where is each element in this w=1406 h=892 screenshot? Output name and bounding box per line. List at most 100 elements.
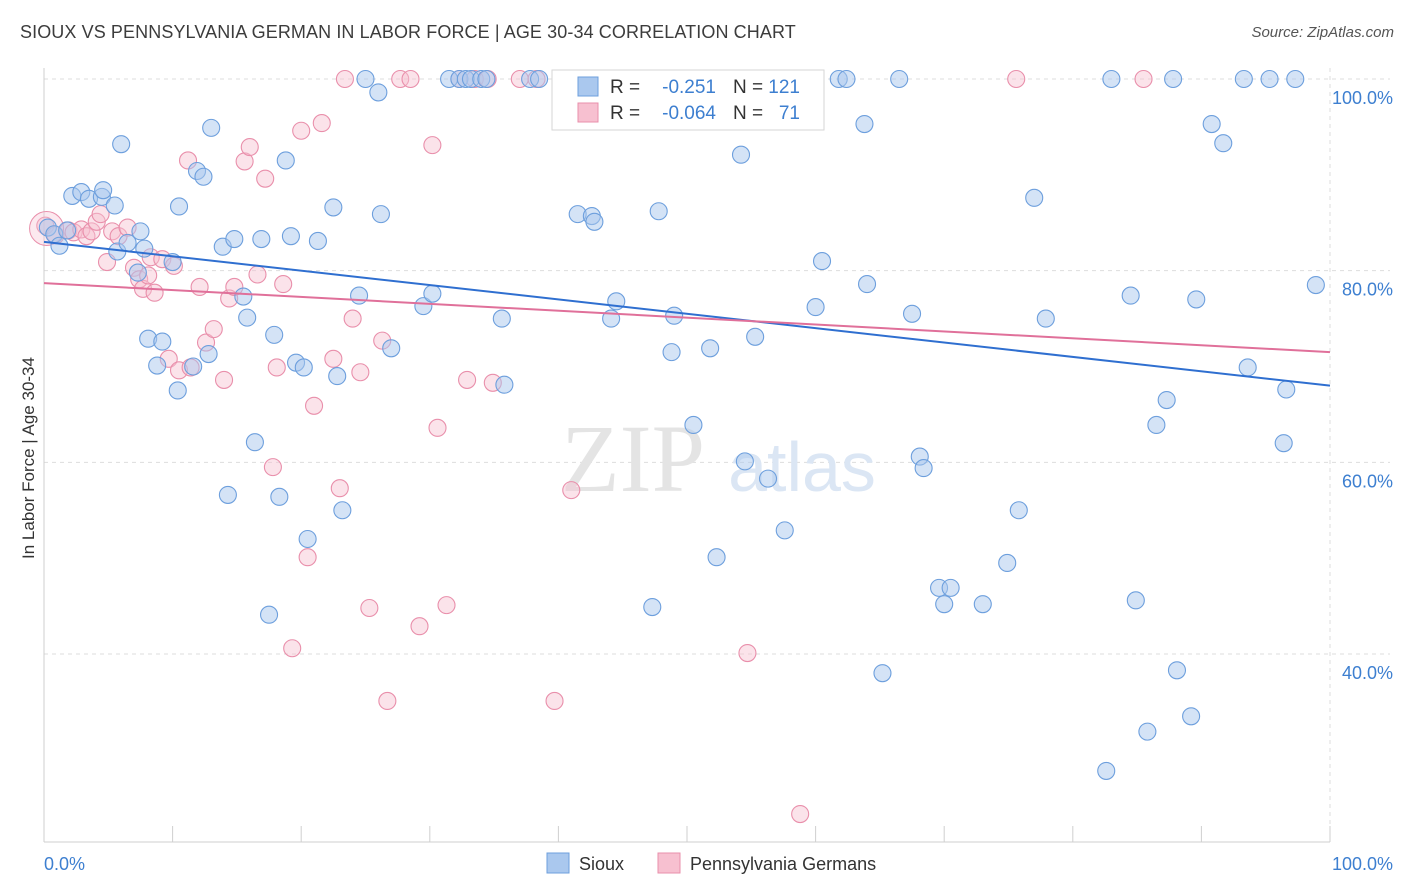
sioux-point	[298, 529, 317, 549]
sioux-point	[294, 358, 313, 377]
bottom-legend-swatch-pa	[657, 852, 681, 874]
sioux-point	[758, 469, 778, 488]
pa-german-point	[235, 152, 254, 171]
sioux-point	[857, 275, 877, 294]
sioux-point	[333, 501, 352, 520]
legend-r-label: R =	[610, 103, 640, 124]
pa-german-point	[410, 617, 429, 636]
pa-german-point	[190, 277, 209, 297]
sioux-point	[643, 597, 662, 617]
sioux-point	[1147, 415, 1166, 435]
pa-german-point	[423, 136, 442, 155]
watermark-zip: ZIP	[561, 405, 705, 512]
stats-legend: R = -0.251 N = 121 R = -0.064 N = 71	[551, 69, 825, 131]
sioux-point	[935, 595, 954, 614]
legend-r-label: R =	[610, 77, 640, 98]
legend-r-value-pa: -0.064	[662, 103, 716, 124]
sioux-point	[1121, 286, 1140, 305]
pa-german-point	[214, 370, 234, 389]
sioux-point	[973, 595, 992, 614]
legend-r-value-sioux: -0.251	[662, 77, 716, 98]
sioux-point	[1238, 358, 1257, 377]
watermark-atlas: atlas	[728, 428, 876, 506]
sioux-point	[128, 263, 147, 282]
sioux-point	[806, 298, 825, 317]
sioux-point	[1025, 188, 1044, 207]
sioux-point	[265, 325, 284, 344]
sioux-point	[1167, 661, 1187, 680]
pa-german-point	[263, 458, 282, 477]
y-tick-label: 100.0%	[1332, 88, 1393, 108]
sioux-point	[356, 69, 375, 89]
pa-german-point	[298, 548, 317, 567]
sioux-point	[245, 433, 264, 452]
sioux-point	[873, 664, 892, 683]
sioux-point	[1164, 69, 1183, 89]
legend-n-value-pa: 71	[779, 103, 800, 124]
sioux-point	[735, 452, 754, 471]
sioux-point	[530, 69, 549, 89]
pa-german-point	[312, 114, 331, 133]
pa-german-point	[240, 137, 259, 157]
pa-german-point	[292, 121, 311, 140]
sioux-point	[902, 304, 922, 323]
sioux-point	[1138, 722, 1157, 741]
sioux-point	[308, 231, 327, 251]
sioux-point	[1260, 69, 1279, 89]
sioux-point	[495, 375, 514, 394]
sioux-point	[1306, 275, 1325, 295]
bottom-legend-label-sioux: Sioux	[579, 854, 624, 874]
sioux-point	[701, 339, 720, 358]
trend-lines	[43, 240, 1331, 387]
pa-german-point	[401, 69, 420, 89]
y-axis-title: In Labor Force | Age 30-34	[19, 357, 38, 559]
pa-german-point	[324, 349, 343, 368]
sioux-point	[350, 286, 369, 305]
pa-german-point	[274, 275, 293, 294]
sioux-point	[238, 308, 257, 327]
sioux-point	[225, 229, 244, 249]
pa-german-point	[458, 370, 477, 389]
sioux-point	[259, 605, 279, 624]
sioux-point	[414, 297, 433, 316]
sioux-point	[94, 181, 113, 200]
sioux-points	[38, 69, 1325, 780]
legend-swatch-pa	[577, 102, 599, 123]
bottom-legend-label-pa: Pennsylvania Germans	[690, 854, 876, 874]
watermark: ZIP atlas	[561, 405, 876, 512]
sioux-point	[492, 309, 511, 328]
pa-german-point	[267, 358, 286, 377]
sioux-point	[707, 548, 726, 567]
source-credit: Source: ZipAtlas.com	[1251, 24, 1394, 41]
pa-german-point	[545, 691, 564, 711]
sioux-point	[914, 459, 933, 478]
sioux-point	[890, 69, 909, 89]
sioux-point	[731, 145, 751, 164]
chart-title: SIOUX VS PENNSYLVANIA GERMAN IN LABOR FO…	[20, 22, 796, 42]
pa-german-point	[343, 309, 362, 328]
pa-german-point	[204, 320, 223, 339]
sioux-point	[1102, 69, 1121, 89]
sioux-trend-line	[43, 240, 1331, 387]
legend-n-value-sioux: 121	[768, 77, 800, 98]
sioux-point	[423, 284, 442, 303]
sioux-point	[153, 332, 172, 351]
sioux-point	[649, 202, 668, 221]
sioux-point	[1274, 434, 1293, 453]
pa-german-points	[29, 69, 1153, 824]
sioux-point	[58, 221, 77, 240]
pa-german-trend-line	[43, 282, 1331, 354]
sioux-point	[234, 287, 253, 306]
sioux-point	[112, 135, 131, 154]
sioux-point	[775, 521, 794, 540]
pa-german-point	[391, 69, 410, 89]
pa-german-point	[562, 481, 581, 500]
pa-german-point	[791, 804, 810, 824]
sioux-point	[252, 229, 271, 249]
legend-n-label: N =	[733, 103, 763, 124]
pa-german-point	[330, 479, 349, 498]
pa-german-point	[248, 265, 267, 284]
bottom-legend-swatch-sioux	[546, 852, 570, 874]
sioux-point	[662, 343, 681, 362]
y-tick-labels: 40.0% 60.0% 80.0% 100.0%	[1332, 88, 1393, 683]
